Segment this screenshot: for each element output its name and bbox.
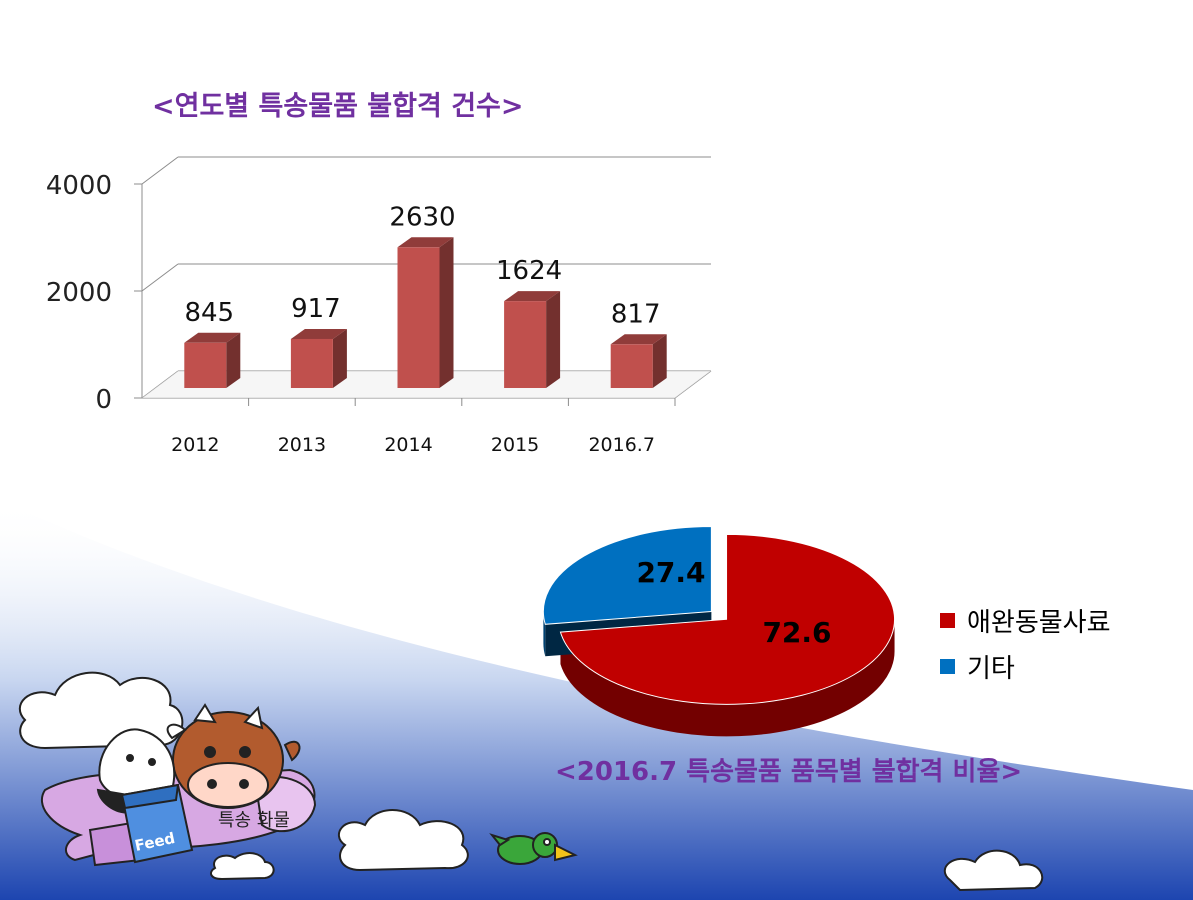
bar-chart-title: <연도별 특송물품 불합격 건수> bbox=[152, 91, 524, 122]
pie-chart-title: <2016.7 특송물품 품목별 불합격 비율> bbox=[555, 757, 1023, 787]
pie-slice-side bbox=[560, 619, 895, 737]
bar-top bbox=[610, 334, 667, 345]
bar-top bbox=[184, 332, 241, 343]
cow-icon bbox=[166, 703, 301, 809]
x-tick-label: 2013 bbox=[278, 434, 326, 456]
bar-top bbox=[397, 237, 454, 248]
bar-top bbox=[504, 291, 561, 302]
gridline-depth bbox=[141, 156, 179, 185]
y-tick-label: 4000 bbox=[46, 171, 112, 201]
legend-label-pet-food: 애완동물사료 bbox=[967, 608, 1111, 638]
bar-side bbox=[439, 237, 454, 388]
data-label: 817 bbox=[611, 299, 661, 329]
legend-label-other: 기타 bbox=[967, 654, 1015, 684]
x-tick-label: 2014 bbox=[384, 434, 432, 456]
bar-side bbox=[332, 328, 347, 388]
bar bbox=[610, 344, 653, 388]
banner-label: 특송 화물 bbox=[218, 810, 290, 831]
data-label: 2630 bbox=[389, 202, 455, 232]
pie-slice bbox=[559, 533, 895, 705]
legend-item-other: 기타 bbox=[940, 648, 1015, 685]
bar bbox=[290, 338, 333, 388]
bar-side bbox=[226, 332, 241, 388]
bar-top bbox=[290, 328, 347, 339]
x-tick-label: 2015 bbox=[491, 434, 539, 456]
feed-bag-icon bbox=[120, 783, 194, 864]
data-label: 1624 bbox=[496, 256, 562, 286]
y-tick-label: 2000 bbox=[46, 278, 112, 308]
pie-data-label: 72.6 bbox=[762, 616, 831, 649]
y-tick-label: 0 bbox=[95, 385, 112, 415]
data-label: 845 bbox=[184, 298, 234, 328]
pie-data-label: 27.4 bbox=[636, 556, 705, 589]
bar-side bbox=[546, 291, 561, 388]
bird-icon bbox=[489, 832, 578, 865]
cloud-icon bbox=[18, 671, 1044, 892]
pie-slice bbox=[542, 526, 712, 625]
legend-item-pet-food: 애완동물사료 bbox=[940, 602, 1111, 639]
bar-side bbox=[652, 334, 667, 388]
legend-swatch-pet-food bbox=[940, 613, 955, 628]
data-label: 917 bbox=[291, 294, 341, 324]
bar bbox=[397, 247, 440, 388]
legend-swatch-other bbox=[940, 659, 955, 674]
gridline-depth bbox=[141, 263, 179, 292]
bar bbox=[504, 301, 547, 388]
x-tick-label: 2012 bbox=[171, 434, 219, 456]
x-tick-label: 2016.7 bbox=[588, 434, 654, 456]
bar bbox=[184, 342, 227, 388]
